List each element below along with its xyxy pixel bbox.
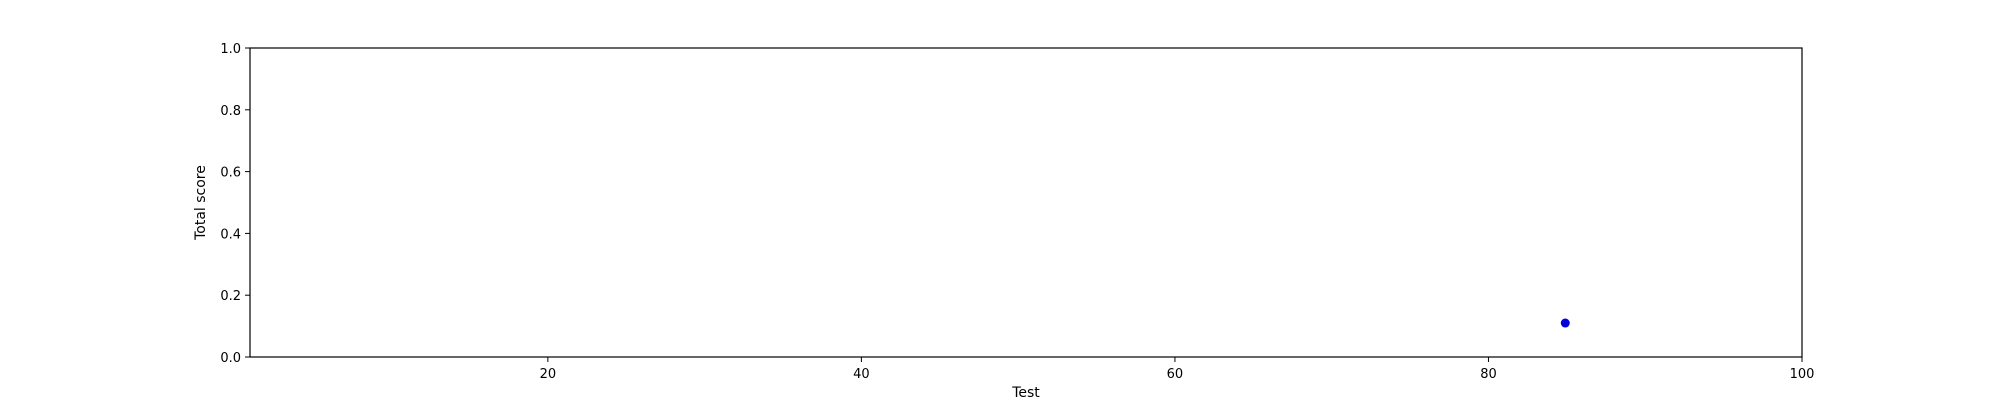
y-tick-label: 0.2 bbox=[220, 289, 241, 304]
y-tick-label: 0.6 bbox=[220, 166, 241, 181]
x-tick-label: 60 bbox=[1167, 367, 1184, 382]
y-tick-label: 0.4 bbox=[220, 227, 241, 242]
x-tick-label: 20 bbox=[540, 367, 557, 382]
y-tick-label: 1.0 bbox=[220, 42, 241, 57]
x-tick-label: 100 bbox=[1790, 367, 1815, 382]
x-axis-ticks: 20 40 60 80 100 bbox=[540, 357, 1815, 382]
x-tick-label: 40 bbox=[853, 367, 870, 382]
data-points bbox=[1560, 318, 1570, 328]
data-point bbox=[1560, 318, 1570, 328]
y-axis-ticks: 0.0 0.2 0.4 0.6 0.8 1.0 bbox=[220, 42, 250, 366]
x-tick-label: 80 bbox=[1480, 367, 1497, 382]
y-axis-label: Total score bbox=[193, 165, 209, 241]
y-tick-label: 0.0 bbox=[220, 351, 241, 366]
y-tick-label: 0.8 bbox=[220, 104, 241, 119]
plot-area-frame bbox=[249, 47, 1803, 358]
x-axis-label: Test bbox=[1011, 385, 1040, 400]
